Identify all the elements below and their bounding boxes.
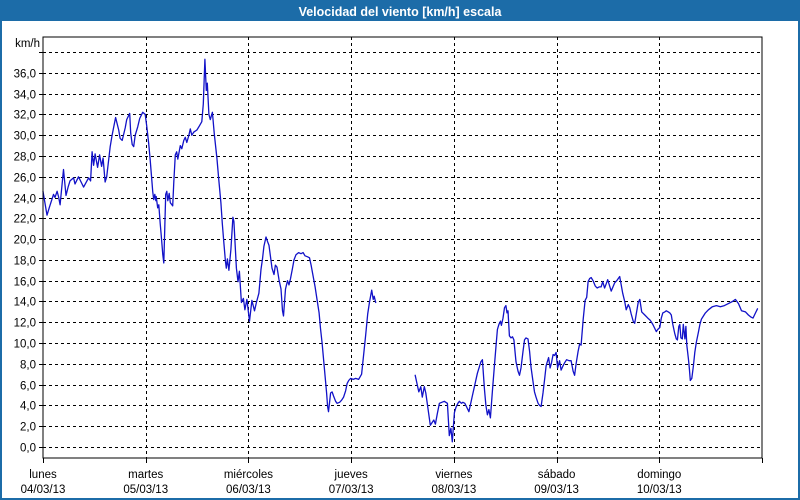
x-day-name-label: domingo <box>637 469 681 481</box>
y-axis-unit-label: km/h <box>15 38 40 50</box>
y-tick-label: 36,0 <box>14 69 36 81</box>
x-day-date-label: 08/03/13 <box>431 484 476 496</box>
title-bar <box>2 2 798 21</box>
x-day-date-label: 09/03/13 <box>534 484 579 496</box>
line-series-segment <box>42 58 377 413</box>
y-tick-label: 34,0 <box>14 90 36 102</box>
x-day-name-label: martes <box>128 469 163 481</box>
y-tick-label: 12,0 <box>14 318 36 330</box>
y-tick-label: 20,0 <box>14 235 36 247</box>
x-day-date-label: 06/03/13 <box>226 484 271 496</box>
x-day-name-label: lunes <box>29 469 57 481</box>
y-tick-label: 8,0 <box>20 360 36 372</box>
x-day-name-label: jueves <box>334 469 368 481</box>
x-day-date-label: 10/03/13 <box>637 484 682 496</box>
y-tick-label: 22,0 <box>14 214 36 226</box>
y-tick-label: 18,0 <box>14 256 36 268</box>
window-title: Velocidad del viento [km/h] escala <box>299 5 503 19</box>
y-tick-label: 24,0 <box>14 194 36 206</box>
y-tick-label: 14,0 <box>14 297 36 309</box>
y-tick-label: 26,0 <box>14 173 36 185</box>
y-tick-label: 10,0 <box>14 339 36 351</box>
plot-border <box>42 36 763 459</box>
y-tick-label: 28,0 <box>14 152 36 164</box>
y-tick-label: 0,0 <box>20 443 36 455</box>
y-tick-label: 16,0 <box>14 277 36 289</box>
x-day-name-label: viernes <box>435 469 472 481</box>
x-day-date-label: 07/03/13 <box>329 484 374 496</box>
x-day-name-label: sábado <box>538 469 576 481</box>
x-day-name-label: miércoles <box>224 469 273 481</box>
y-tick-label: 2,0 <box>20 422 36 434</box>
x-day-date-label: 05/03/13 <box>123 484 168 496</box>
y-tick-label: 6,0 <box>20 381 36 393</box>
y-tick-label: 4,0 <box>20 401 36 413</box>
line-series-segment <box>414 275 759 443</box>
gridlines <box>43 37 762 458</box>
y-tick-label: 30,0 <box>14 131 36 143</box>
axis-ticks-and-labels: 0,0 2,0 4,0 6,0 8,0 10,0 12,0 14,0 16,0 18,0 20,0 2… <box>14 52 763 496</box>
x-day-date-label: 04/03/13 <box>21 484 66 496</box>
y-tick-label: 32,0 <box>14 110 36 122</box>
wind-speed-line-series <box>42 58 759 443</box>
